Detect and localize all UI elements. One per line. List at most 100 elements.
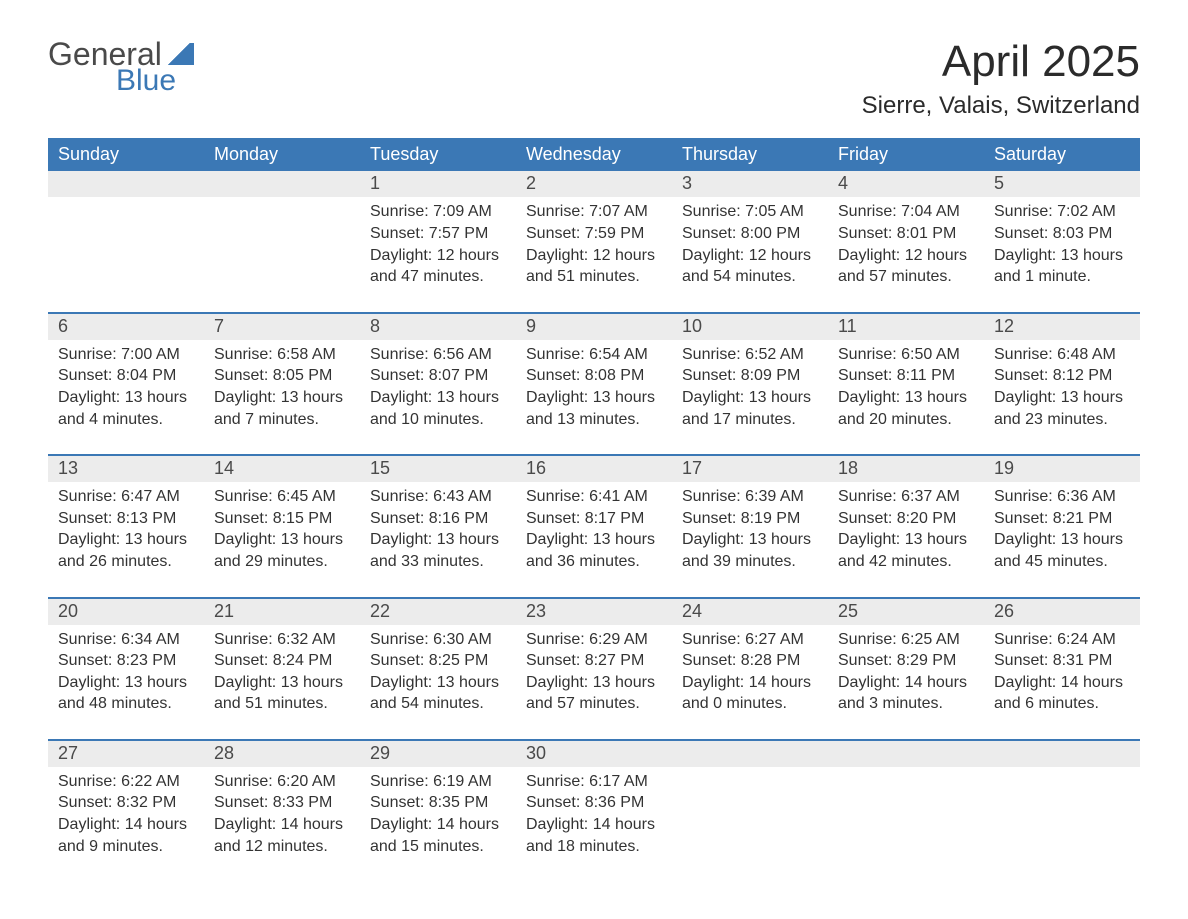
day-info: Sunrise: 6:43 AMSunset: 8:16 PMDaylight:… <box>360 482 516 572</box>
calendar-day: 17Sunrise: 6:39 AMSunset: 8:19 PMDayligh… <box>672 456 828 596</box>
day-info: Sunrise: 6:17 AMSunset: 8:36 PMDaylight:… <box>516 767 672 857</box>
day-number: 19 <box>984 456 1140 482</box>
sunset-text: Sunset: 7:57 PM <box>370 223 506 245</box>
sunset-text: Sunset: 8:13 PM <box>58 508 194 530</box>
day-number: 5 <box>984 171 1140 197</box>
sunset-text: Sunset: 8:04 PM <box>58 365 194 387</box>
sunset-text: Sunset: 8:36 PM <box>526 792 662 814</box>
sunset-text: Sunset: 8:03 PM <box>994 223 1130 245</box>
daylight-text: Daylight: 13 hours and 13 minutes. <box>526 387 662 430</box>
day-info: Sunrise: 6:29 AMSunset: 8:27 PMDaylight:… <box>516 625 672 715</box>
weekday-header: Friday <box>828 138 984 171</box>
day-number: 22 <box>360 599 516 625</box>
sunset-text: Sunset: 8:29 PM <box>838 650 974 672</box>
sunrise-text: Sunrise: 6:37 AM <box>838 486 974 508</box>
day-info: Sunrise: 6:47 AMSunset: 8:13 PMDaylight:… <box>48 482 204 572</box>
daylight-text: Daylight: 13 hours and 10 minutes. <box>370 387 506 430</box>
calendar-day: 26Sunrise: 6:24 AMSunset: 8:31 PMDayligh… <box>984 599 1140 739</box>
day-info: Sunrise: 6:20 AMSunset: 8:33 PMDaylight:… <box>204 767 360 857</box>
day-info: Sunrise: 6:19 AMSunset: 8:35 PMDaylight:… <box>360 767 516 857</box>
day-info: Sunrise: 6:41 AMSunset: 8:17 PMDaylight:… <box>516 482 672 572</box>
sunrise-text: Sunrise: 7:00 AM <box>58 344 194 366</box>
sunrise-text: Sunrise: 7:05 AM <box>682 201 818 223</box>
calendar-day <box>672 741 828 881</box>
brand-logo: General Blue <box>48 38 194 96</box>
day-info: Sunrise: 7:05 AMSunset: 8:00 PMDaylight:… <box>672 197 828 287</box>
sunrise-text: Sunrise: 6:50 AM <box>838 344 974 366</box>
calendar-day: 15Sunrise: 6:43 AMSunset: 8:16 PMDayligh… <box>360 456 516 596</box>
sunrise-text: Sunrise: 6:32 AM <box>214 629 350 651</box>
sunset-text: Sunset: 8:28 PM <box>682 650 818 672</box>
calendar-day: 9Sunrise: 6:54 AMSunset: 8:08 PMDaylight… <box>516 314 672 454</box>
daylight-text: Daylight: 13 hours and 1 minute. <box>994 245 1130 288</box>
calendar-day: 5Sunrise: 7:02 AMSunset: 8:03 PMDaylight… <box>984 171 1140 311</box>
sunrise-text: Sunrise: 6:41 AM <box>526 486 662 508</box>
calendar-day: 28Sunrise: 6:20 AMSunset: 8:33 PMDayligh… <box>204 741 360 881</box>
day-info: Sunrise: 6:24 AMSunset: 8:31 PMDaylight:… <box>984 625 1140 715</box>
day-number: 28 <box>204 741 360 767</box>
day-number: 25 <box>828 599 984 625</box>
weekday-header: Tuesday <box>360 138 516 171</box>
weekday-header: Sunday <box>48 138 204 171</box>
calendar-day: 30Sunrise: 6:17 AMSunset: 8:36 PMDayligh… <box>516 741 672 881</box>
daylight-text: Daylight: 14 hours and 15 minutes. <box>370 814 506 857</box>
calendar-week: 1Sunrise: 7:09 AMSunset: 7:57 PMDaylight… <box>48 171 1140 311</box>
calendar-day: 3Sunrise: 7:05 AMSunset: 8:00 PMDaylight… <box>672 171 828 311</box>
day-number <box>672 741 828 767</box>
sunset-text: Sunset: 8:27 PM <box>526 650 662 672</box>
sunset-text: Sunset: 8:12 PM <box>994 365 1130 387</box>
day-info: Sunrise: 6:30 AMSunset: 8:25 PMDaylight:… <box>360 625 516 715</box>
daylight-text: Daylight: 13 hours and 33 minutes. <box>370 529 506 572</box>
day-number: 26 <box>984 599 1140 625</box>
sunset-text: Sunset: 8:01 PM <box>838 223 974 245</box>
day-info: Sunrise: 6:32 AMSunset: 8:24 PMDaylight:… <box>204 625 360 715</box>
calendar-week: 13Sunrise: 6:47 AMSunset: 8:13 PMDayligh… <box>48 454 1140 596</box>
day-number <box>204 171 360 197</box>
calendar-day: 11Sunrise: 6:50 AMSunset: 8:11 PMDayligh… <box>828 314 984 454</box>
daylight-text: Daylight: 14 hours and 9 minutes. <box>58 814 194 857</box>
sunset-text: Sunset: 8:25 PM <box>370 650 506 672</box>
daylight-text: Daylight: 14 hours and 18 minutes. <box>526 814 662 857</box>
calendar-day: 20Sunrise: 6:34 AMSunset: 8:23 PMDayligh… <box>48 599 204 739</box>
calendar-day: 1Sunrise: 7:09 AMSunset: 7:57 PMDaylight… <box>360 171 516 311</box>
daylight-text: Daylight: 13 hours and 57 minutes. <box>526 672 662 715</box>
calendar-day: 29Sunrise: 6:19 AMSunset: 8:35 PMDayligh… <box>360 741 516 881</box>
day-info: Sunrise: 6:54 AMSunset: 8:08 PMDaylight:… <box>516 340 672 430</box>
calendar-week: 20Sunrise: 6:34 AMSunset: 8:23 PMDayligh… <box>48 597 1140 739</box>
day-number: 7 <box>204 314 360 340</box>
daylight-text: Daylight: 13 hours and 48 minutes. <box>58 672 194 715</box>
daylight-text: Daylight: 13 hours and 23 minutes. <box>994 387 1130 430</box>
day-number: 17 <box>672 456 828 482</box>
daylight-text: Daylight: 13 hours and 36 minutes. <box>526 529 662 572</box>
day-info: Sunrise: 6:37 AMSunset: 8:20 PMDaylight:… <box>828 482 984 572</box>
sunset-text: Sunset: 8:17 PM <box>526 508 662 530</box>
day-info: Sunrise: 7:02 AMSunset: 8:03 PMDaylight:… <box>984 197 1140 287</box>
sunset-text: Sunset: 8:31 PM <box>994 650 1130 672</box>
daylight-text: Daylight: 13 hours and 7 minutes. <box>214 387 350 430</box>
calendar-day <box>48 171 204 311</box>
calendar-day: 25Sunrise: 6:25 AMSunset: 8:29 PMDayligh… <box>828 599 984 739</box>
calendar-day: 24Sunrise: 6:27 AMSunset: 8:28 PMDayligh… <box>672 599 828 739</box>
sunset-text: Sunset: 8:11 PM <box>838 365 974 387</box>
sunrise-text: Sunrise: 6:58 AM <box>214 344 350 366</box>
calendar-day: 22Sunrise: 6:30 AMSunset: 8:25 PMDayligh… <box>360 599 516 739</box>
daylight-text: Daylight: 12 hours and 47 minutes. <box>370 245 506 288</box>
day-number: 27 <box>48 741 204 767</box>
sunrise-text: Sunrise: 6:56 AM <box>370 344 506 366</box>
calendar-day: 4Sunrise: 7:04 AMSunset: 8:01 PMDaylight… <box>828 171 984 311</box>
sunset-text: Sunset: 8:16 PM <box>370 508 506 530</box>
day-number <box>828 741 984 767</box>
sunrise-text: Sunrise: 6:52 AM <box>682 344 818 366</box>
calendar-day <box>828 741 984 881</box>
sunset-text: Sunset: 8:15 PM <box>214 508 350 530</box>
day-number: 30 <box>516 741 672 767</box>
weekday-header-row: SundayMondayTuesdayWednesdayThursdayFrid… <box>48 138 1140 171</box>
day-number: 29 <box>360 741 516 767</box>
day-info: Sunrise: 7:07 AMSunset: 7:59 PMDaylight:… <box>516 197 672 287</box>
sunrise-text: Sunrise: 6:39 AM <box>682 486 818 508</box>
daylight-text: Daylight: 14 hours and 0 minutes. <box>682 672 818 715</box>
sunset-text: Sunset: 8:21 PM <box>994 508 1130 530</box>
daylight-text: Daylight: 13 hours and 29 minutes. <box>214 529 350 572</box>
day-info: Sunrise: 7:09 AMSunset: 7:57 PMDaylight:… <box>360 197 516 287</box>
day-number: 15 <box>360 456 516 482</box>
